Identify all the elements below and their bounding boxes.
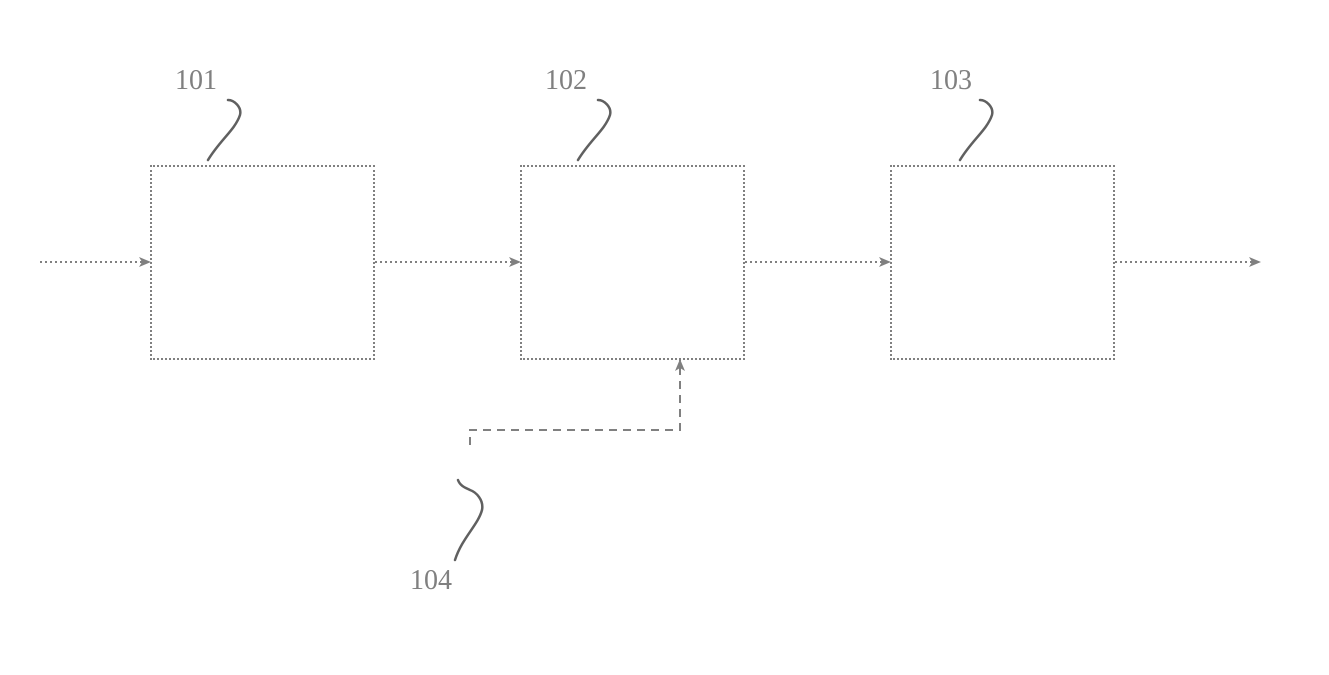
label-102: 102 <box>545 65 587 97</box>
callout-103 <box>960 100 992 160</box>
block-102 <box>520 165 745 360</box>
block-101 <box>150 165 375 360</box>
label-103: 103 <box>930 65 972 97</box>
callout-101 <box>208 100 240 160</box>
arrow-104-input <box>470 360 680 445</box>
label-101: 101 <box>175 65 217 97</box>
label-104: 104 <box>410 565 452 597</box>
diagram-canvas: 101 102 103 104 <box>0 0 1329 675</box>
callout-102 <box>578 100 610 160</box>
callout-104 <box>455 480 482 560</box>
block-103 <box>890 165 1115 360</box>
